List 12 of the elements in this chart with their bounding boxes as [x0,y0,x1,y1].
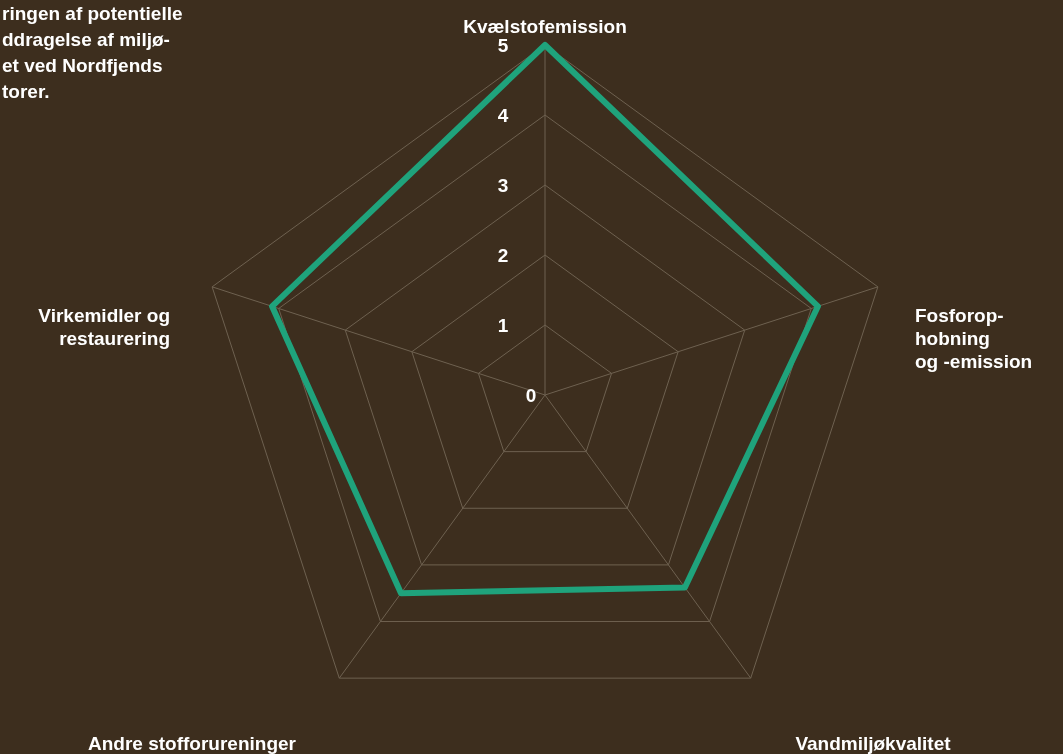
y-tick-label: 2 [497,245,509,266]
spoke-label: Virkemidler og restaurering [38,305,170,349]
y-tick-label: 5 [497,35,509,56]
y-tick-label: 4 [497,105,509,126]
spoke-label: Andre stofforureninger [88,733,297,754]
y-tick-label: 0 [525,385,537,406]
spoke-label: Vandmiljøkvalitet [795,733,952,754]
y-tick-label: 3 [497,175,509,196]
spoke-label: Fosforop- hobning og -emission [915,305,1033,372]
spoke-label: Kvælstofemission [463,16,627,37]
text: ringen af potentielle ddragelse af miljø- et ved Nordfjends torer. [2,3,183,102]
y-tick-label: 1 [497,315,509,336]
